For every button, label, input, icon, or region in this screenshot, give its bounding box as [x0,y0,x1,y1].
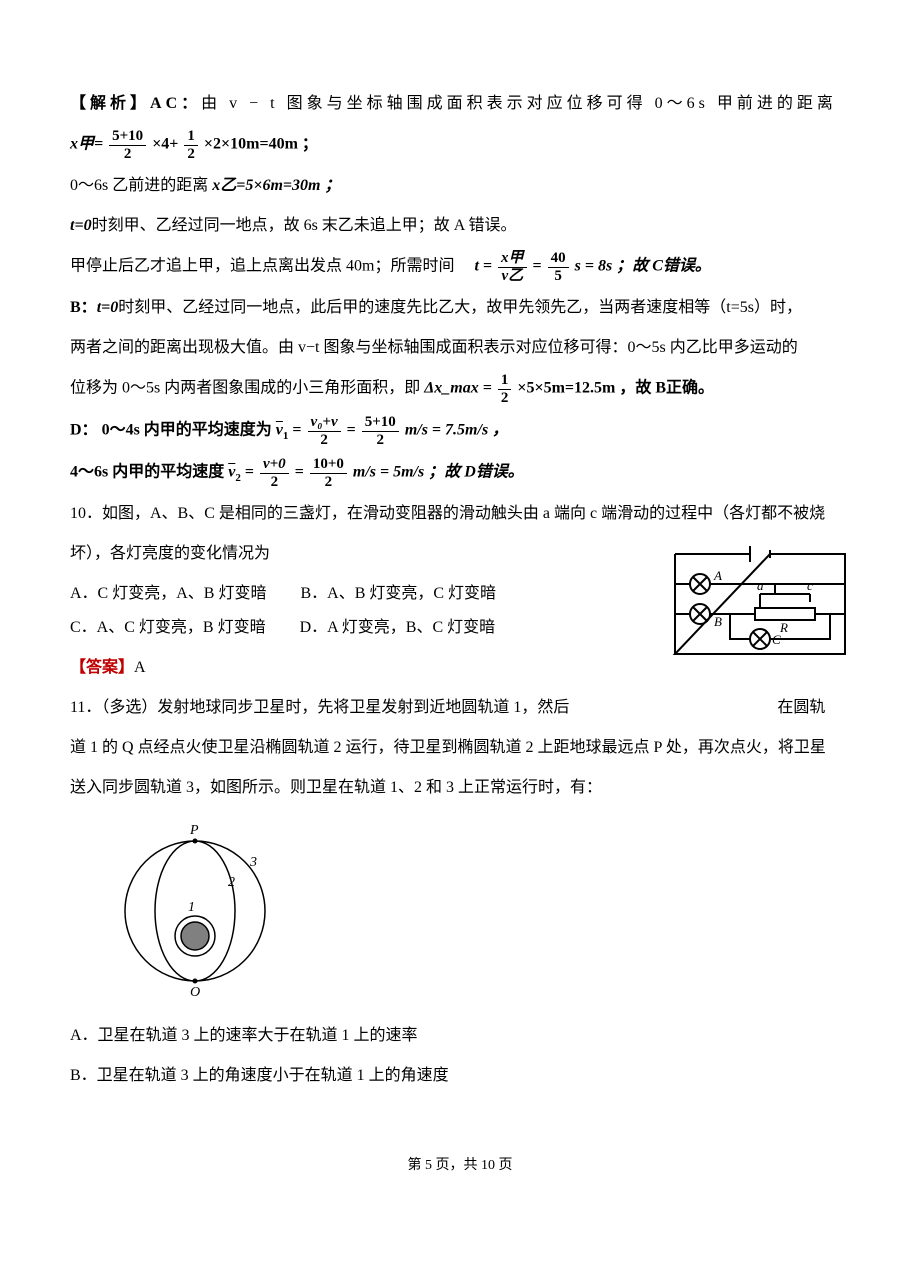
circuit-label-B: B [714,614,722,629]
t0-text: 时刻甲、乙经过同一地点，故 6s 末乙未追上甲；故 A 错误。 [92,217,517,234]
orbit-label-3: 3 [249,855,257,870]
frac-40-over-5: 405 [548,250,569,284]
ac-label: AC： [150,95,201,112]
orbit-label-Q: Q [190,985,200,996]
q11-stem1: 11．（多选）发射地球同步卫星时，先将卫星发射到近地圆轨道 1，然后 在圆轨 [70,692,850,724]
frac-vp0-over-2: v+02 [260,456,289,490]
frac-1-over-2: 12 [184,128,198,162]
circuit-label-a: a [757,578,764,593]
q10-stem1: 10．如图，A、B、C 是相同的三盏灯，在滑动变阻器的滑动触头由 a 端向 c … [70,498,850,530]
q10-optC: C．A、C 灯变亮，B 灯变暗 [70,619,266,636]
orbit-diagram: P Q 1 2 3 [110,816,280,996]
frac-v0v-over-2: v₀+v2 [308,414,341,448]
analysis-tag: 【解析】 [70,95,150,112]
q11-optA: A．卫星在轨道 3 上的速率大于在轨道 1 上的速率 [70,1020,850,1052]
analysis-ac-header: 【解析】AC：由 v − t 图象与坐标轴围成面积表示对应位移可得 0～6s 甲… [70,88,850,120]
circuit-label-R: R [779,620,788,635]
t0-line: t=0时刻甲、乙经过同一地点，故 6s 末乙未追上甲；故 A 错误。 [70,210,850,242]
q11-stem2: 道 1 的 Q 点经点火使卫星沿椭圆轨道 2 运行，待卫星到椭圆轨道 2 上距地… [70,732,850,764]
x-jia-expr: x甲= 5+102 ×4+ 12 ×2×10m=40m ； [70,128,850,162]
q11-stem3: 送入同步圆轨道 3，如图所示。则卫星在轨道 1、2 和 3 上正常运行时，有： [70,772,850,804]
orbit-label-1: 1 [188,900,195,915]
q10-optD: D．A 灯变亮，B、C 灯变暗 [300,619,496,636]
circuit-label-c: c [807,578,813,593]
q10-optB: B．A、B 灯变亮，C 灯变暗 [300,585,496,602]
frac-5plus10-over-2: 5+102 [109,128,146,162]
stop-line: 甲停止后乙才追上甲，追上点离出发点 40m；所需时间 t = x甲v乙 = 40… [70,250,850,284]
frac-half: 12 [498,372,512,406]
b-l3: 位移为 0～5s 内两者图象围成的小三角形面积，即 Δx_max = 12 ×5… [70,372,850,406]
circuit-diagram: A B C a c R [660,534,860,674]
x-yi-line: 0～6s 乙前进的距离 x乙=5×6m=30m ； [70,170,850,202]
d-line2: 4～6s 内甲的平均速度 v2 = v+02 = 10+02 m/s = 5m/… [70,456,850,490]
page-footer: 第 5 页，共 10 页 [70,1152,850,1180]
d-line1: D： 0～4s 内甲的平均速度为 v1 = v₀+v2 = 5+102 m/s … [70,414,850,448]
b-l2: 两者之间的距离出现极大值。由 v−t 图象与坐标轴围成面积表示对应位移可得：0～… [70,332,850,364]
question-10: 10．如图，A、B、C 是相同的三盏灯，在滑动变阻器的滑动触头由 a 端向 c … [70,498,850,684]
q11-optB: B．卫星在轨道 3 上的角速度小于在轨道 1 上的角速度 [70,1060,850,1092]
q10-optA: A．C 灯变亮，A、B 灯变暗 [70,585,266,602]
frac-5p10-over-2: 5+102 [362,414,399,448]
frac-10p0-over-2: 10+02 [310,456,347,490]
orbit-label-P: P [189,823,199,838]
orbit-label-2: 2 [228,875,235,890]
ac-text: 由 v − t 图象与坐标轴围成面积表示对应位移可得 0～6s 甲前进的距离 [201,95,837,112]
frac-xjia-over-vyi: x甲v乙 [498,250,527,284]
circuit-label-A: A [713,568,722,583]
b-block: B：t=0时刻甲、乙经过同一地点，此后甲的速度先比乙大，故甲先领先乙，当两者速度… [70,292,850,324]
b-l1: 时刻甲、乙经过同一地点，此后甲的速度先比乙大，故甲先领先乙，当两者速度相等（t=… [118,299,802,316]
